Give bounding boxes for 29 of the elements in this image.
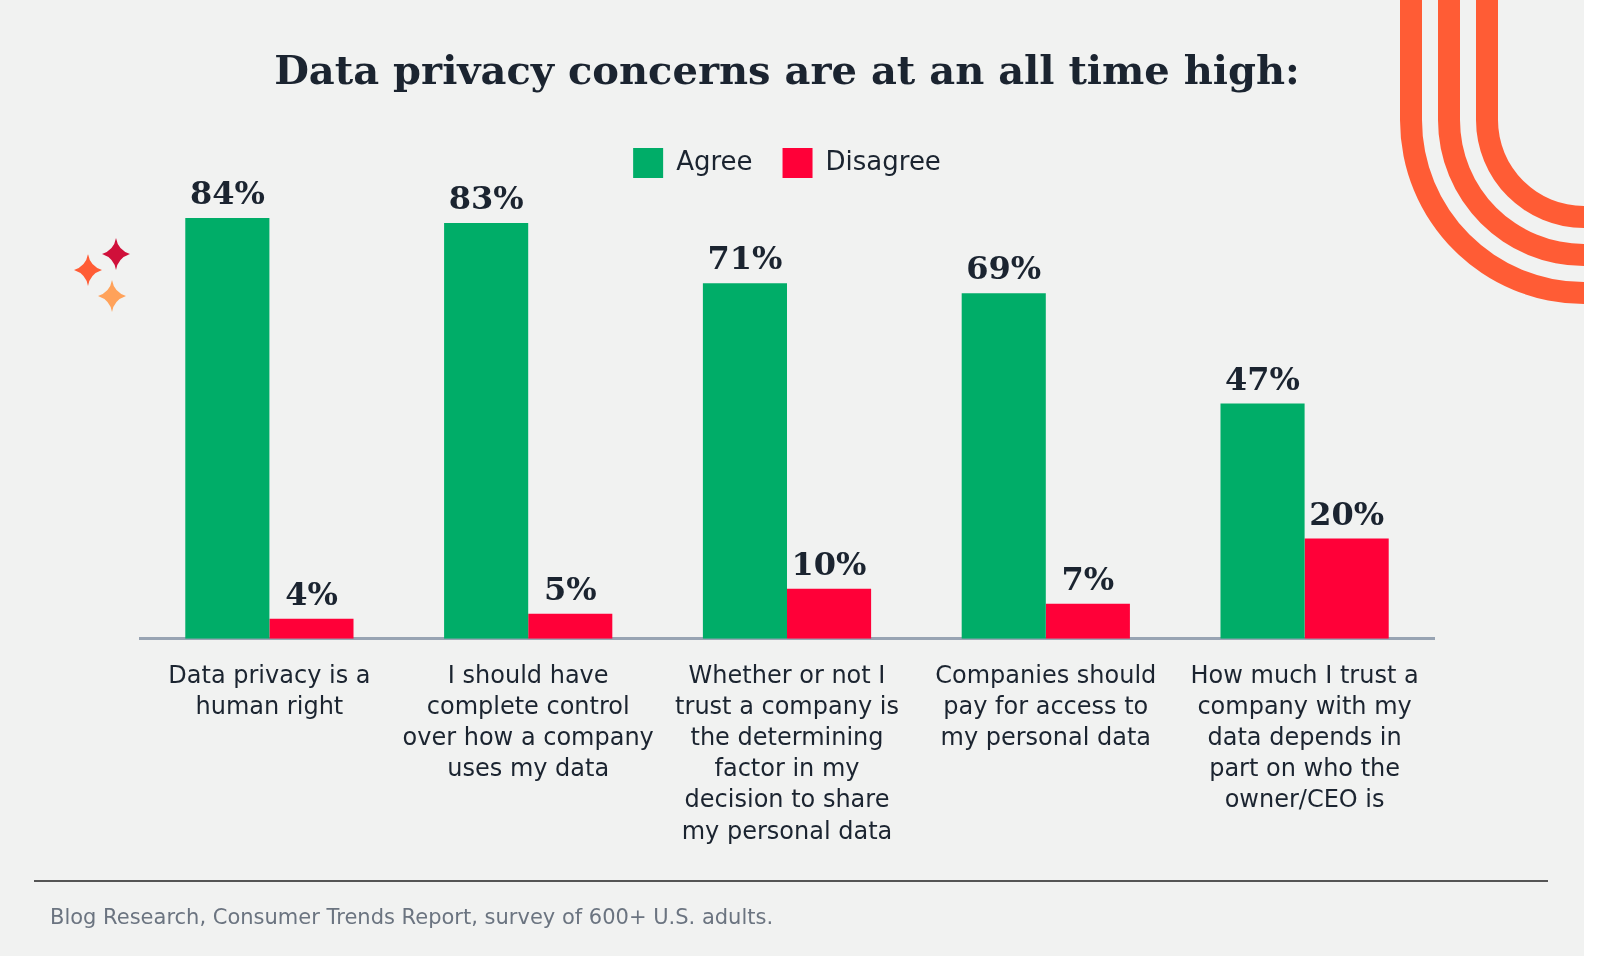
bar <box>269 618 354 639</box>
legend-label: Disagree <box>825 145 941 176</box>
data-label: 47% <box>1225 359 1301 398</box>
data-label: 5% <box>543 570 597 609</box>
bar <box>702 283 787 639</box>
x-tick-label: How much I trust a company with my data depends in part on who the owner/CEO is <box>1190 660 1419 814</box>
data-label: 71% <box>707 239 783 278</box>
bar <box>787 588 872 639</box>
data-label: 7% <box>1061 560 1115 599</box>
data-label: 4% <box>285 575 338 614</box>
x-tick-label: I should have complete control over how a company uses my data <box>402 660 654 783</box>
bar <box>185 218 270 639</box>
bar <box>1304 538 1389 639</box>
x-tick-label: Companies should pay for access to my personal data <box>935 660 1157 752</box>
legend-label: Agree <box>676 145 753 176</box>
bar <box>1045 603 1130 639</box>
data-label: 69% <box>966 249 1042 288</box>
bar <box>528 613 613 639</box>
x-tick-label: Whether or not I trust a company is the determining factor in my decision to share my personal data <box>675 660 899 845</box>
bar <box>1220 403 1305 639</box>
bar <box>444 223 529 639</box>
text: Blog Research, Consumer Trends Report, survey of 600+ U.S. adults. <box>50 905 774 929</box>
data-label: 83% <box>448 179 524 218</box>
bar <box>961 293 1046 639</box>
chart-title: Data privacy concerns are at an all time high: <box>274 46 1300 94</box>
data-label: 10% <box>791 545 867 584</box>
data-label: 84% <box>189 174 265 213</box>
x-tick-label: Data privacy is a human right <box>168 660 371 720</box>
data-label: 20% <box>1309 494 1385 533</box>
